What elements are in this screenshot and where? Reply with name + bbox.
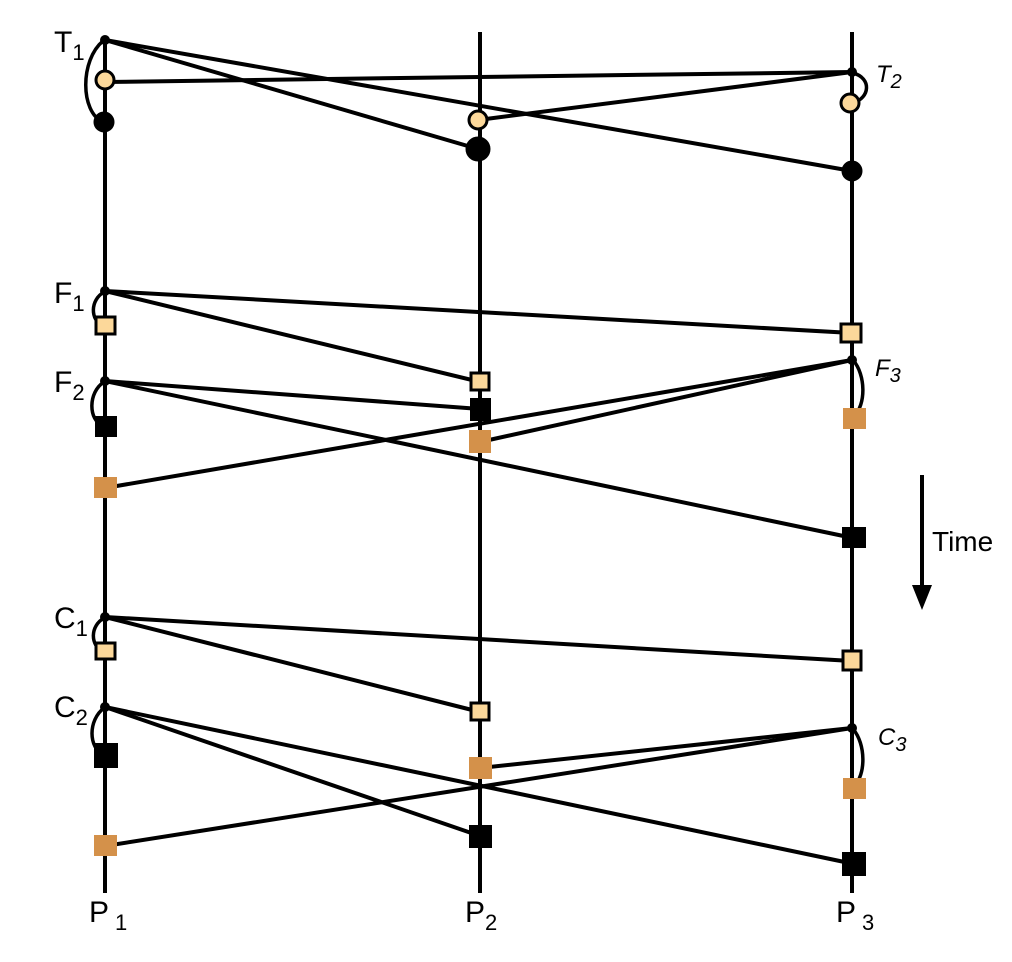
light-circle-marker <box>467 109 489 131</box>
event-dot-c2 <box>100 702 110 712</box>
dark-circle-marker <box>465 136 491 162</box>
tan-square-marker <box>94 835 117 856</box>
light-square-marker <box>94 315 117 336</box>
dark-square-marker <box>842 527 866 548</box>
tan-square-marker <box>843 408 866 429</box>
message-c1-p3 <box>104 615 853 663</box>
message-t2-p1 <box>104 70 853 84</box>
self-loop-c3 <box>851 727 865 788</box>
light-square-marker <box>469 701 491 722</box>
message-t1-p3 <box>104 38 853 173</box>
light-square-marker <box>839 322 863 344</box>
dark-square-marker <box>94 743 118 768</box>
label-c3: C3 <box>878 724 906 756</box>
message-f1-p2 <box>104 289 481 384</box>
label-f2: F2 <box>54 366 85 405</box>
dark-square-marker <box>469 825 492 848</box>
tan-square-marker <box>94 477 117 498</box>
tan-square-marker <box>843 778 866 799</box>
label-f3: F3 <box>875 355 901 387</box>
dark-square-marker <box>842 852 866 876</box>
time-label: Time <box>932 526 993 557</box>
label-c1: C1 <box>54 602 88 641</box>
message-f3-p1 <box>104 358 853 490</box>
light-square-marker <box>841 649 863 672</box>
message-c1-p2 <box>104 615 481 714</box>
event-dot-c1 <box>100 612 110 622</box>
event-dots <box>100 35 857 733</box>
message-lines <box>104 38 855 866</box>
label-f1: F1 <box>54 277 85 316</box>
message-c3-p2 <box>479 726 853 770</box>
message-f2-p2 <box>104 379 481 411</box>
message-f2-p3 <box>104 379 854 540</box>
dark-circle-marker <box>841 160 863 182</box>
message-f3-p2 <box>479 358 853 444</box>
event-dot-f2 <box>100 376 110 386</box>
message-c2-p2 <box>104 705 481 838</box>
event-dot-t2 <box>847 67 857 77</box>
event-dot-f3 <box>847 355 857 365</box>
message-t2-p2 <box>477 70 853 122</box>
message-t1-p2 <box>104 38 479 151</box>
square-markers <box>94 315 866 876</box>
message-f1-p3 <box>104 289 853 335</box>
light-square-marker <box>469 371 491 392</box>
event-dot-c3 <box>847 723 857 733</box>
message-c3-p1 <box>104 726 853 848</box>
arrow-down-icon <box>912 475 932 610</box>
dark-circle-marker <box>93 111 115 133</box>
label-t2: T2 <box>876 61 902 93</box>
label-c2: C2 <box>54 691 88 730</box>
process-label-p2: P2 <box>465 896 497 935</box>
light-circle-marker <box>94 69 116 91</box>
circle-markers <box>93 69 863 182</box>
label-t1: T1 <box>54 26 85 65</box>
event-dot-t1 <box>100 35 110 45</box>
dark-square-marker <box>95 416 117 437</box>
tan-square-marker <box>469 430 491 453</box>
self-loop-f3 <box>851 358 865 418</box>
dark-square-marker <box>470 398 491 421</box>
light-circle-marker <box>839 92 861 114</box>
light-square-marker <box>94 641 117 661</box>
tan-square-marker <box>469 757 492 779</box>
event-dot-f1 <box>100 286 110 296</box>
event-labels: T1 T2 F1 F2 F3 C1 C2 C3 <box>54 26 906 756</box>
